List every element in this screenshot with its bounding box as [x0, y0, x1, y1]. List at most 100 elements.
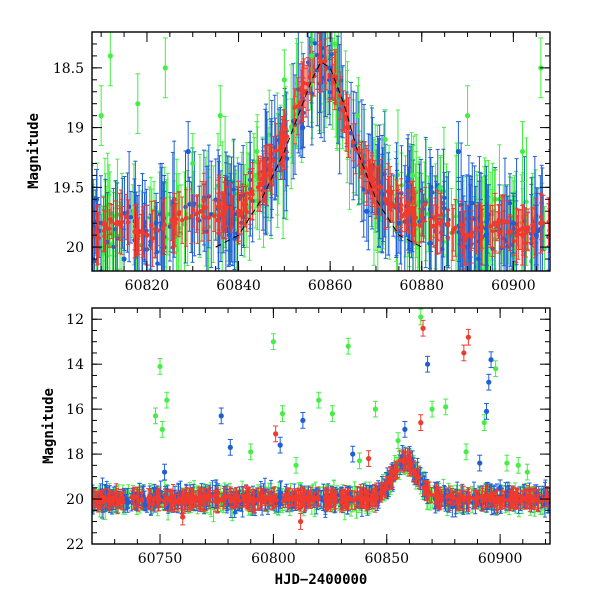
top-green-data-point — [254, 148, 260, 155]
top-red-data-point — [300, 89, 306, 95]
top-red-data-point — [464, 232, 471, 238]
top-blue-point — [157, 212, 163, 217]
top-green-data-point — [190, 160, 196, 167]
top-x-tick-label: 60820 — [125, 278, 170, 294]
top-blue-point — [428, 241, 434, 246]
top-red-point — [434, 227, 439, 233]
top-y-tick-label: 19 — [66, 121, 84, 137]
top-red-data-point — [116, 220, 123, 226]
top-green-point — [524, 199, 529, 204]
top-red-point — [339, 100, 344, 106]
top-blue-point — [382, 171, 387, 177]
top-red-point — [412, 222, 418, 227]
top-red-data-point — [263, 172, 269, 178]
top-red-point — [420, 218, 426, 224]
top-blue-point — [161, 215, 167, 221]
top-blue-point — [312, 41, 318, 46]
top-panel-data — [92, 32, 550, 271]
top-red-data-point — [437, 220, 443, 226]
top-blue-point — [126, 204, 132, 209]
top-red-point — [530, 229, 536, 235]
top-red-point — [505, 219, 510, 225]
top-red-data-point — [382, 196, 388, 202]
top-red-point — [402, 211, 407, 217]
top-red-data-point — [144, 232, 150, 238]
top-blue-data-point — [533, 232, 539, 238]
top-blue-data-point — [300, 125, 306, 131]
top-green-point — [288, 124, 294, 129]
top-red-data-point — [281, 136, 287, 143]
top-red-point — [295, 104, 301, 109]
top-red-point — [514, 233, 519, 238]
top-red-point — [431, 223, 436, 229]
top-red-point — [230, 209, 235, 215]
top-green-data-point — [135, 101, 141, 107]
top-red-point — [445, 221, 451, 226]
top-red-point — [305, 81, 310, 87]
top-green-data-point — [107, 53, 113, 59]
top-green-data-point — [519, 148, 526, 155]
top-blue-data-point — [428, 184, 434, 190]
top-red-point — [113, 221, 118, 226]
top-red-point — [179, 217, 185, 223]
top-red-point — [350, 140, 356, 145]
top-green-data-point — [217, 113, 223, 119]
top-red-point — [190, 207, 196, 213]
top-red-point — [423, 202, 428, 207]
top-panel-ticks: 60820 60840 60860 60880 60900 18.5 19 19.5 20 — [53, 31, 550, 294]
top-blue-point — [440, 247, 445, 252]
top-red-point — [307, 75, 312, 80]
top-red-point — [399, 214, 405, 219]
top-red-point — [478, 228, 484, 233]
top-red-point — [107, 226, 112, 231]
top-red-point — [371, 182, 376, 187]
top-blue-data-point — [364, 208, 370, 214]
top-red-data-point — [199, 208, 205, 214]
top-red-point — [160, 226, 166, 231]
top-x-tick-label: 60860 — [308, 278, 353, 294]
top-blue-data-point — [483, 232, 489, 238]
top-blue-data-point — [510, 220, 516, 226]
top-red-point — [240, 202, 245, 207]
top-red-point — [388, 201, 393, 207]
top-green-data-point — [437, 184, 443, 190]
top-green-data-point — [309, 53, 315, 59]
top-red-point — [458, 222, 464, 227]
top-blue-data-point — [455, 148, 461, 155]
top-y-tick-label: 19.5 — [53, 180, 84, 196]
top-blue-point — [475, 256, 481, 262]
top-red-point — [177, 210, 182, 215]
top-blue-data-point — [153, 220, 159, 226]
top-red-point — [211, 213, 217, 218]
top-blue-point — [183, 204, 188, 210]
top-red-series — [93, 32, 544, 266]
top-plot-area — [92, 32, 550, 271]
top-blue-point — [361, 187, 366, 192]
top-red-point — [125, 220, 131, 225]
top-red-point — [376, 184, 381, 189]
top-red-data-point — [345, 125, 352, 131]
top-red-data-point — [171, 220, 178, 226]
top-blue-point — [470, 200, 475, 206]
top-panel: 60820 60840 60860 60880 60900 18.5 19 19.5 20 Ma… — [26, 31, 551, 294]
top-x-tick-label: 60880 — [399, 278, 444, 294]
top-red-point — [155, 228, 160, 233]
top-blue-data-point — [226, 232, 232, 238]
top-blue-point — [380, 192, 386, 197]
top-red-point — [394, 203, 399, 208]
top-red-point — [107, 216, 113, 222]
top-green-data-point — [332, 41, 338, 47]
top-red-point — [499, 220, 505, 225]
top-red-data-point — [318, 59, 324, 65]
top-red-data-point — [519, 232, 526, 238]
top-green-data-point — [98, 113, 104, 119]
top-red-point — [385, 189, 391, 194]
top-red-point — [206, 215, 211, 220]
top-red-point — [490, 228, 495, 234]
top-red-point — [374, 190, 379, 195]
top-red-data-point — [538, 220, 544, 226]
top-y-tick-label: 18.5 — [53, 61, 84, 77]
top-blue-point — [507, 201, 513, 206]
